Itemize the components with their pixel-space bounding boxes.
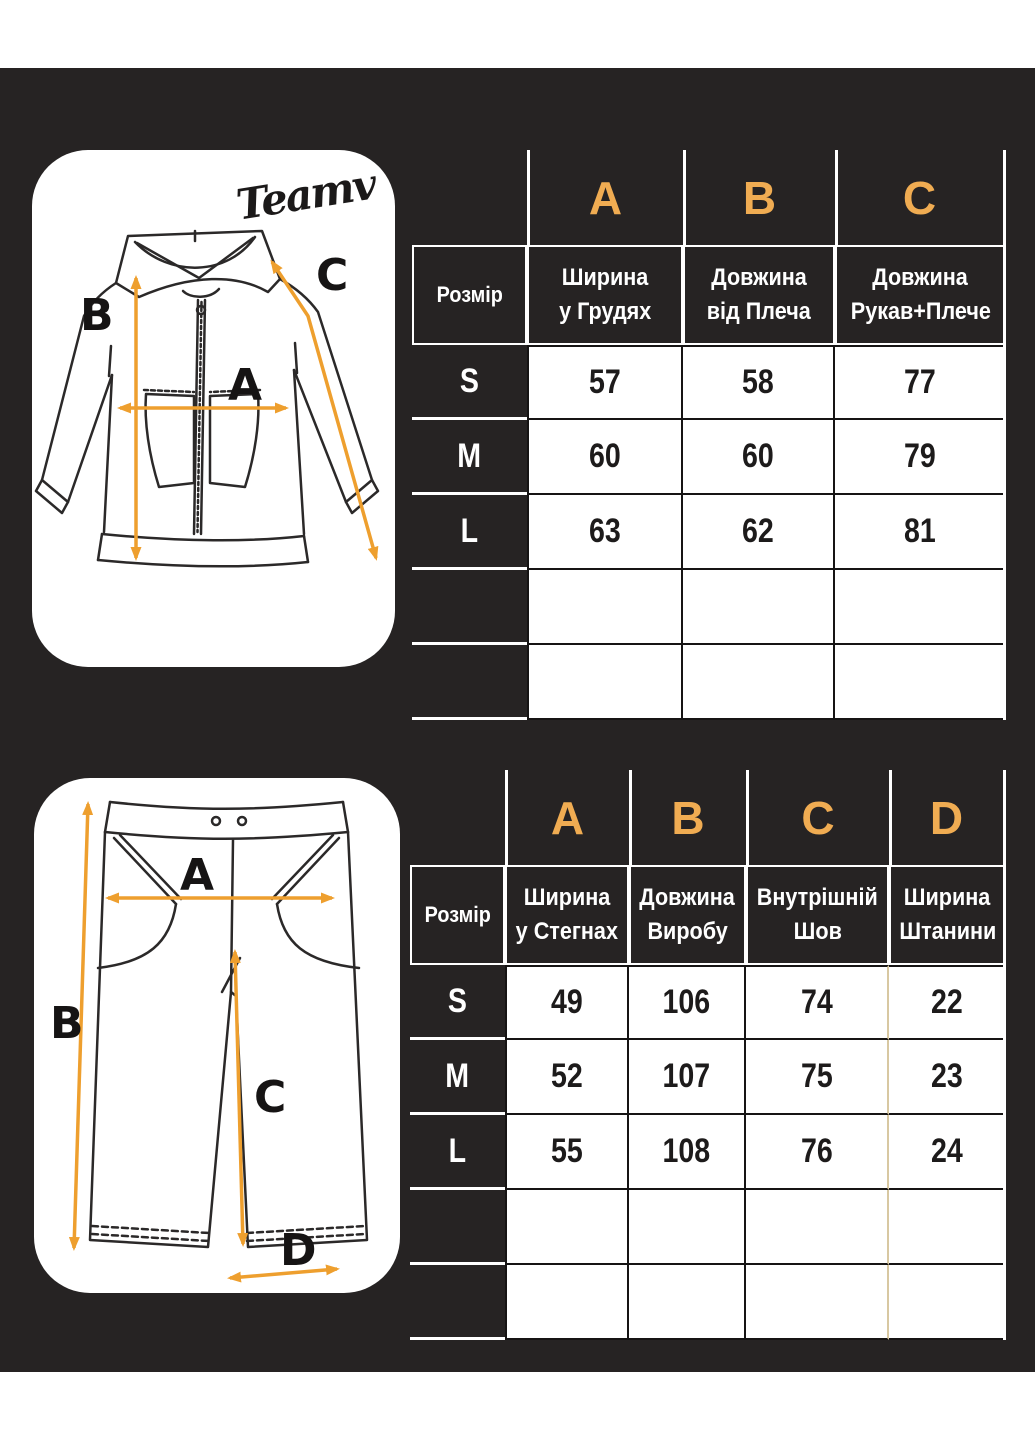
column-letter-d: D: [889, 770, 1006, 865]
value-cell: [889, 1190, 1006, 1265]
column-header-inseam: Внутрішній Шов: [746, 865, 889, 965]
hoodie-line-drawing: A B C: [34, 229, 380, 568]
value-cell: [527, 570, 683, 645]
size-label-cell: [410, 1190, 505, 1265]
value-cell: [629, 1190, 746, 1265]
value-cell: 63: [527, 495, 683, 570]
value-cell: 75: [746, 1040, 889, 1115]
pants-line-drawing: A B C D: [50, 800, 369, 1283]
hoodie-measure-label-a: A: [228, 360, 262, 411]
size-column-header: Розмір: [412, 245, 527, 345]
value-cell: 74: [746, 965, 889, 1040]
value-cell: [746, 1190, 889, 1265]
column-letter-c: C: [746, 770, 889, 865]
pants-measure-label-c: C: [254, 1072, 286, 1123]
table-corner: [412, 150, 527, 245]
value-cell: 57: [527, 345, 683, 420]
column-header-length-from-shoulder: Довжина від Плеча: [683, 245, 835, 345]
value-cell: [683, 645, 835, 720]
value-cell: [505, 1190, 629, 1265]
column-letter-b: B: [629, 770, 746, 865]
column-letter-a: A: [527, 150, 683, 245]
size-label-cell: L: [410, 1115, 505, 1190]
value-cell: 60: [527, 420, 683, 495]
size-label-cell: [410, 1265, 505, 1340]
value-cell: 106: [629, 965, 746, 1040]
pants-measure-label-a: A: [180, 850, 214, 901]
value-cell: 22: [889, 965, 1006, 1040]
value-cell: [505, 1265, 629, 1340]
size-label-cell: [412, 570, 527, 645]
value-cell: [835, 645, 1006, 720]
value-cell: 81: [835, 495, 1006, 570]
column-header-hip-width: Ширина у Стегнах: [505, 865, 629, 965]
value-cell: 107: [629, 1040, 746, 1115]
value-cell: 79: [835, 420, 1006, 495]
pants-size-table: A B C D Розмір Ширина у Стегнах Довжина Ви…: [410, 770, 1006, 1340]
value-cell: 55: [505, 1115, 629, 1190]
value-cell: 76: [746, 1115, 889, 1190]
value-cell: [527, 645, 683, 720]
value-cell: 108: [629, 1115, 746, 1190]
column-letter-a: A: [505, 770, 629, 865]
pants-arrow-d: [227, 1264, 340, 1283]
size-label-cell: S: [412, 345, 527, 420]
size-column-header: Розмір: [410, 865, 505, 965]
size-label-cell: M: [410, 1040, 505, 1115]
hoodie-arrow-c: [270, 259, 379, 561]
pants-diagram-card: A B C D: [34, 778, 400, 1293]
table-right-edge-line: [1003, 150, 1006, 720]
hoodie-measure-label-b: B: [80, 290, 114, 341]
size-label-cell: [412, 645, 527, 720]
value-cell: 58: [683, 345, 835, 420]
size-label-cell: L: [412, 495, 527, 570]
column-header-chest-width: Ширина у Грудях: [527, 245, 683, 345]
pants-measure-label-d: D: [280, 1225, 317, 1276]
value-cell: 49: [505, 965, 629, 1040]
column-letter-c: C: [835, 150, 1006, 245]
value-cell: 23: [889, 1040, 1006, 1115]
size-label-cell: M: [412, 420, 527, 495]
pants-arrow-b: [68, 801, 94, 1251]
value-cell: [889, 1265, 1006, 1340]
hoodie-measure-label-c: C: [316, 250, 348, 301]
table-right-edge-line: [1003, 770, 1006, 1340]
value-cell: [746, 1265, 889, 1340]
value-cell: 60: [683, 420, 835, 495]
value-cell: [683, 570, 835, 645]
column-header-product-length: Довжина Виробу: [629, 865, 746, 965]
value-cell: [835, 570, 1006, 645]
value-cell: [629, 1265, 746, 1340]
value-cell: 52: [505, 1040, 629, 1115]
hoodie-diagram-card: A B C Teamv: [32, 150, 395, 667]
pants-measure-label-b: B: [50, 998, 84, 1049]
table-corner: [410, 770, 505, 865]
column-letter-b: B: [683, 150, 835, 245]
hoodie-size-table: A B C Розмір Ширина у Грудях Довжина від П…: [412, 150, 1006, 720]
value-cell: 77: [835, 345, 1006, 420]
column-header-leg-width: Ширина Штанини: [889, 865, 1006, 965]
value-cell: 24: [889, 1115, 1006, 1190]
column-header-sleeve-plus-shoulder: Довжина Рукав+Плече: [835, 245, 1006, 345]
value-cell: 62: [683, 495, 835, 570]
size-label-cell: S: [410, 965, 505, 1040]
pants-arrow-c: [229, 949, 249, 1247]
